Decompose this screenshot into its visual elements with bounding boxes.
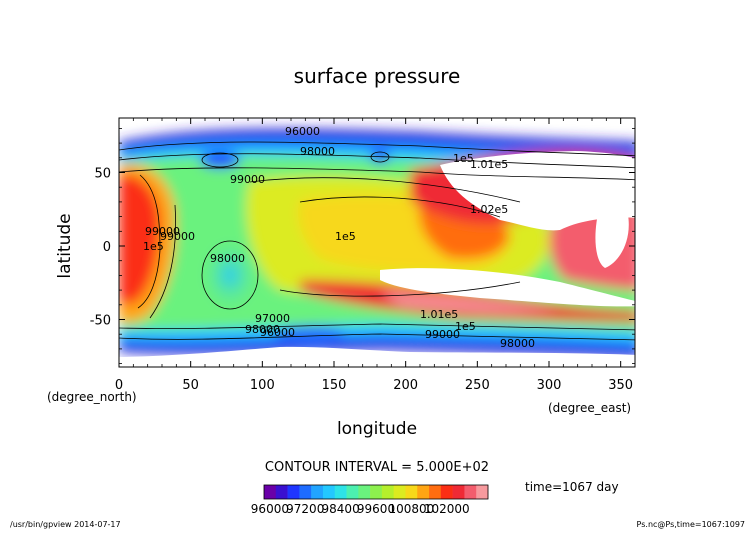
colorbar-swatch <box>440 485 453 499</box>
colorbar-swatch <box>264 485 277 499</box>
contour-label: 98000 <box>245 323 280 336</box>
colorbar-swatch <box>476 485 489 499</box>
contour-label: 98000 <box>300 145 335 158</box>
colorbar-swatch <box>464 485 477 499</box>
y-tick-label: 50 <box>94 167 111 182</box>
contour-label: 98000 <box>210 252 245 265</box>
contour-label: 1.01e5 <box>420 308 458 321</box>
contour-label: 99000 <box>160 230 195 243</box>
contour-label: 99000 <box>145 225 180 238</box>
colorbar-frame <box>263 484 489 500</box>
contour-label: 1.01e5 <box>470 158 508 171</box>
colorbar-swatch <box>381 485 394 499</box>
antarctic-white-region <box>119 346 635 367</box>
pressure-field: 96000 98000 99000 1e5 1.01e5 1.02e5 9700… <box>119 118 635 367</box>
north-white-region <box>440 151 635 231</box>
x-tick-label: 50 <box>182 378 199 393</box>
x-tick-label: 300 <box>537 378 562 393</box>
contour-label: 1e5 <box>453 152 474 165</box>
contour-label: 98000 <box>500 337 535 350</box>
colorbar-tick-label: 97200 <box>286 502 324 516</box>
x-tick-label: 0 <box>115 378 123 393</box>
colorbar-swatch <box>417 485 430 499</box>
x-tick-label: 200 <box>393 378 418 393</box>
colorbar-swatch <box>429 485 442 499</box>
colorbar-tick-label: 102000 <box>424 502 470 516</box>
colorbar-tick-label: 98400 <box>322 502 360 516</box>
contour-label: 1.02e5 <box>470 203 508 216</box>
colorbar-swatch <box>370 485 383 499</box>
colorbar-swatch <box>452 485 465 499</box>
contour-label: 96000 <box>285 125 320 138</box>
colorbar-swatch <box>334 485 347 499</box>
x-unit-label: (degree_east) <box>548 401 631 415</box>
colorbar-swatch <box>346 485 359 499</box>
footer-left: /usr/bin/gpview 2014-07-17 <box>10 520 121 529</box>
colorbar-swatch <box>275 485 288 499</box>
x-axis-title: longitude <box>337 419 417 439</box>
contour-interval-text: CONTOUR INTERVAL = 5.000E+02 <box>265 460 489 475</box>
east-white-region <box>595 203 629 268</box>
x-tick-label: 150 <box>322 378 347 393</box>
chart-title: surface pressure <box>294 64 461 88</box>
footer-right: Ps.nc@Ps,time=1067:1097 <box>637 520 745 529</box>
y-tick-label: 0 <box>103 240 111 255</box>
colorbar-swatch <box>311 485 324 499</box>
contour-label: 1e5 <box>335 230 356 243</box>
contour-label: 1e5 <box>455 320 476 333</box>
contour-label: 99000 <box>425 328 460 341</box>
colorbar-swatch <box>322 485 336 499</box>
contour-label: 1e5 <box>143 240 164 253</box>
colorbar-swatch <box>405 485 418 499</box>
colorbar-swatch <box>393 485 406 499</box>
contour-label: 97000 <box>255 312 290 325</box>
colorbar-swatch <box>287 485 300 499</box>
contour-label: 96000 <box>260 326 295 339</box>
colorbar-tick-label: 96000 <box>251 502 289 516</box>
x-tick-label: 100 <box>250 378 275 393</box>
x-tick-label: 350 <box>608 378 633 393</box>
colorbar-swatch <box>299 485 312 499</box>
colorbar-tick-label: 100800 <box>388 502 434 516</box>
south-white-region <box>380 268 635 307</box>
y-unit-label: (degree_north) <box>47 390 137 404</box>
y-axis: 50 0 -50 <box>90 127 635 365</box>
contour-label: 99000 <box>230 173 265 186</box>
x-axis: 0 50 100 150 200 250 300 350 <box>115 118 633 393</box>
y-tick-label: -50 <box>90 314 111 329</box>
x-tick-label: 250 <box>465 378 490 393</box>
time-label: time=1067 day <box>525 480 619 494</box>
colorbar-swatch <box>358 485 371 499</box>
colorbar-tick-label: 99600 <box>357 502 395 516</box>
y-axis-title: latitude <box>55 213 75 278</box>
